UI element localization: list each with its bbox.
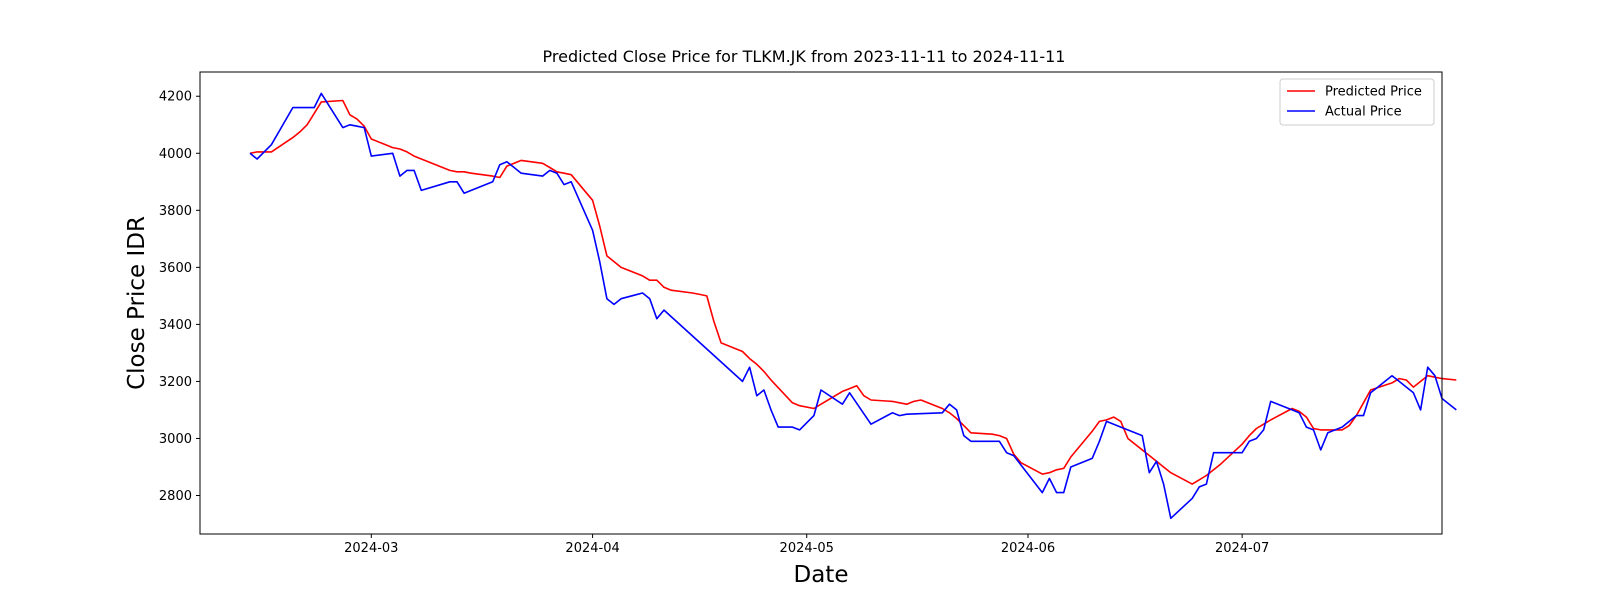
series-line-actual	[249, 92, 1457, 520]
legend-label: Predicted Price	[1325, 85, 1422, 100]
y-tick-label: 2800	[159, 489, 192, 504]
legend-label: Actual Price	[1325, 105, 1402, 120]
y-tick-label: 3400	[159, 318, 192, 333]
x-tick-label: 2024-03	[344, 541, 398, 556]
x-tick-label: 2024-04	[565, 541, 619, 556]
chart-title: Predicted Close Price for TLKM.JK from 2…	[543, 47, 1066, 66]
y-axis: 2800 3000 3200 3400 3600 3800 4000 4200	[159, 90, 200, 504]
legend-box	[1279, 78, 1435, 126]
y-tick-label: 3800	[159, 204, 192, 219]
y-tick-label: 4200	[159, 90, 192, 105]
x-axis-label: Date	[794, 562, 849, 588]
legend: Predicted Price Actual Price	[1279, 78, 1435, 126]
x-tick-label: 2024-06	[1001, 541, 1055, 556]
plot-area	[249, 92, 1457, 520]
y-tick-label: 3200	[159, 375, 192, 390]
y-tick-label: 4000	[159, 147, 192, 162]
plot-frame	[199, 71, 1443, 535]
y-tick-label: 3600	[159, 261, 192, 276]
x-axis: 2024-03 2024-04 2024-05 2024-06 2024-07	[344, 534, 1269, 556]
y-tick-label: 3000	[159, 432, 192, 447]
x-tick-label: 2024-07	[1215, 541, 1269, 556]
x-tick-label: 2024-05	[780, 541, 834, 556]
series-line-predicted	[249, 99, 1457, 485]
y-axis-label: Close Price IDR	[124, 216, 150, 390]
